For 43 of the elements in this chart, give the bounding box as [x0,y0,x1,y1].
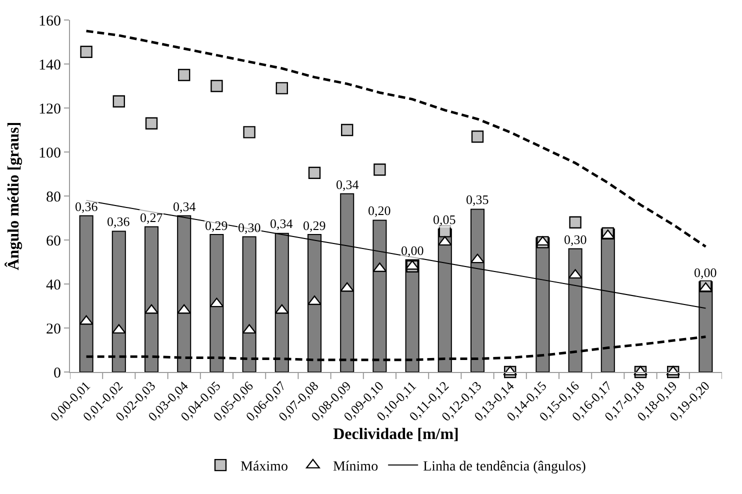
legend-label: Mínimo [332,460,378,474]
annotation: 0,20 [368,203,391,218]
point [210,80,223,92]
point [112,95,125,108]
annotation: 0,30 [238,220,261,235]
annotation: 0,36 [75,199,98,214]
point [145,117,158,130]
annotation: 0,36 [107,214,130,229]
y-tick-label: 60 [46,233,61,250]
point [470,254,484,264]
point [374,164,386,176]
y-tick-label: 20 [46,321,61,338]
y-tick-label: 100 [38,145,61,162]
point [178,68,190,82]
annotation: 0,34 [173,199,196,214]
annotation: 0,27 [140,210,164,225]
point [80,46,92,58]
annotation: 0,29 [205,218,228,233]
annotation: 0,34 [270,216,294,231]
y-tick-label: 40 [46,277,61,294]
y-tick-label: 160 [38,13,61,30]
annotation: 0,30 [564,232,587,247]
legend-label: Máximo [240,460,288,474]
y-tick-label: 0 [54,365,61,382]
point [144,304,158,314]
point [276,82,288,94]
annotation: 0,00 [694,265,717,280]
annotation: 0,00 [401,243,424,258]
point [341,124,354,136]
point [308,166,321,179]
x-axis-title: Declividade [m/m] [333,426,459,443]
point [471,130,484,143]
point [569,216,582,228]
annotation: 0,29 [303,218,326,233]
legend-label: Linha de tendência (ângulos) [423,460,586,474]
y-tick-label: 80 [46,189,61,206]
annotation: 0,35 [466,192,489,207]
annotation: 0,05 [433,212,456,227]
y-tick-label: 140 [38,57,61,74]
annotation: 0,34 [336,177,360,192]
y-tick-label: 120 [38,101,61,118]
point [243,126,256,138]
y-axis-title: Ângulo médio [graus] [4,122,22,270]
